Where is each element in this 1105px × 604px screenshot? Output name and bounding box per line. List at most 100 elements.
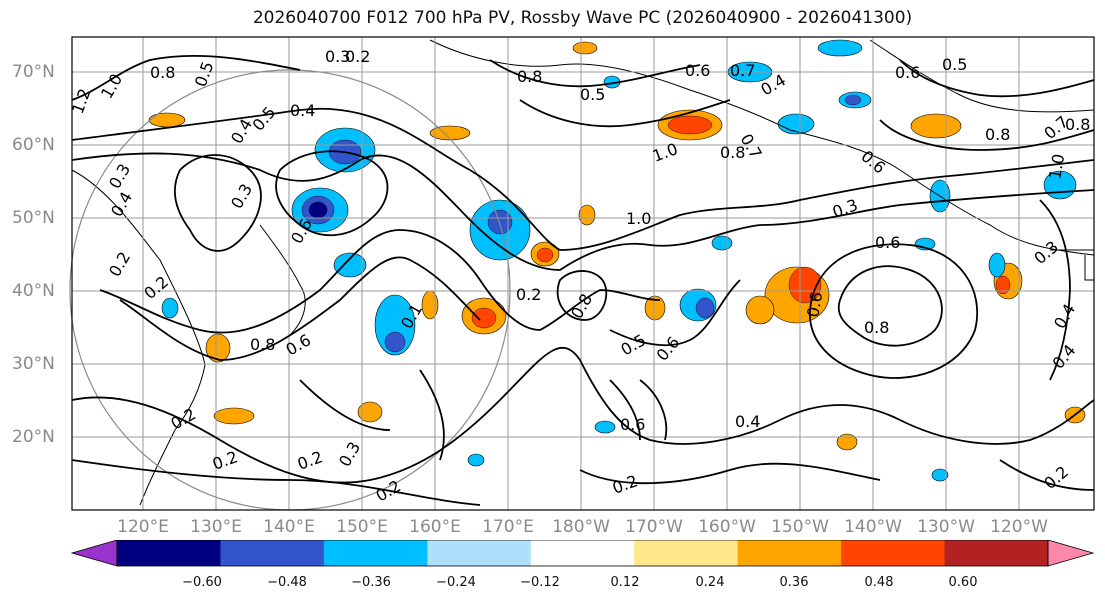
contour-label: 0.6	[803, 290, 826, 318]
anomaly-patch	[695, 297, 715, 319]
colorbar-tick: −0.24	[436, 575, 476, 590]
contour-label: 1.0	[626, 209, 651, 228]
anomaly-patch	[711, 235, 733, 251]
lon-label: 150°E	[336, 517, 388, 537]
contour-label: 0.8	[517, 67, 542, 86]
anomaly-patch	[836, 433, 858, 451]
anomaly-patch	[148, 112, 186, 128]
colorbar-cell	[220, 540, 325, 566]
colorbar-tick: 0.24	[695, 575, 725, 590]
contour-label: 0.4	[735, 412, 760, 431]
colorbar-tick: −0.48	[267, 575, 307, 590]
colorbar-extend-right	[1047, 540, 1095, 567]
lon-label: 160°E	[409, 517, 461, 537]
colorbar-cell	[841, 540, 946, 566]
colorbar-cell	[323, 540, 428, 566]
anomaly-patch	[308, 201, 328, 219]
pv-contours	[71, 54, 1095, 506]
colorbar-tick: 0.48	[864, 575, 894, 590]
contour-label: 0.8	[250, 335, 275, 354]
lon-label: 170°E	[482, 517, 534, 537]
anomaly-patch	[429, 125, 471, 141]
colorbar-tick: 0.12	[610, 575, 640, 590]
contour-label: 0.5	[580, 85, 605, 104]
lon-label: 170°W	[625, 517, 683, 537]
colorbar-cell	[427, 540, 532, 566]
colorbar-cell	[634, 540, 739, 566]
lon-label: 140°E	[263, 517, 315, 537]
lon-label: 150°W	[771, 517, 829, 537]
lat-label: 30°N	[12, 354, 55, 374]
anomaly-patch	[578, 204, 596, 226]
contour-label: 0.6	[685, 61, 710, 80]
contour-label: 0.6	[895, 63, 920, 82]
lat-label: 40°N	[12, 281, 55, 301]
colorbar-tick: −0.36	[351, 575, 391, 590]
colorbar-cell	[737, 540, 842, 566]
anomaly-patch	[333, 252, 367, 278]
contour-label: 0.7	[730, 61, 755, 80]
anomaly-patch	[471, 307, 497, 329]
lat-label: 60°N	[12, 135, 55, 155]
anomaly-patch	[467, 453, 485, 467]
anomaly-patch	[213, 407, 255, 425]
lon-label: 180°W	[552, 517, 610, 537]
anomaly-patch	[667, 115, 713, 135]
map-title: 2026040700 F012 700 hPa PV, Rossby Wave …	[252, 8, 913, 28]
contour-label: 0.6	[875, 233, 900, 252]
colorbar-frame	[116, 540, 1049, 567]
anomaly-patch	[384, 331, 406, 353]
anomaly-patch	[161, 297, 179, 319]
contour-label: 1.0	[1045, 152, 1068, 180]
contour-label: 0.8	[864, 318, 889, 337]
lat-label: 70°N	[12, 62, 55, 82]
contour-label: 0.2	[345, 47, 370, 66]
contour-label: 0.2	[516, 285, 541, 304]
anomaly-patch	[205, 333, 231, 363]
anomaly-patch	[536, 247, 554, 263]
anomaly-patch	[357, 401, 383, 423]
anomaly-patch	[988, 252, 1006, 278]
colorbar-tick: 0.60	[948, 575, 978, 590]
anomaly-patch	[745, 295, 775, 325]
anomaly-patch	[572, 41, 598, 55]
lon-label: 160°W	[698, 517, 756, 537]
lon-label: 120°W	[990, 517, 1048, 537]
anomaly-patch	[910, 113, 962, 139]
anomaly-patch	[817, 39, 863, 57]
colorbar	[70, 540, 1095, 567]
graticule	[72, 37, 1094, 510]
lon-label: 140°W	[844, 517, 902, 537]
lon-label: 120°E	[117, 517, 169, 537]
colorbar-extend-left	[70, 540, 118, 567]
anomaly-patch	[995, 275, 1011, 295]
colorbar-tick: −0.12	[520, 575, 560, 590]
colorbar-cell	[117, 540, 221, 566]
colorbar-cell	[944, 540, 1049, 566]
contour-label: 0.8	[150, 63, 175, 82]
anomaly-patch	[644, 295, 666, 321]
colorbar-tick: −0.60	[182, 575, 222, 590]
anomaly-patch	[594, 420, 616, 434]
coastlines	[71, 39, 1095, 506]
lat-label: 20°N	[12, 427, 55, 447]
lon-label: 130°W	[917, 517, 975, 537]
contour-label: 0.4	[290, 101, 315, 120]
contour-label: 0.6	[620, 415, 645, 434]
lat-label: 50°N	[12, 208, 55, 228]
contour-label: 0.5	[942, 55, 967, 74]
anomaly-patch	[931, 468, 949, 482]
anomaly-patch	[421, 290, 439, 320]
colorbar-cells	[117, 540, 1049, 566]
anomaly-patch	[844, 94, 862, 106]
contour-label: 0.3	[325, 47, 350, 66]
lon-label: 130°E	[190, 517, 242, 537]
colorbar-tick: 0.36	[779, 575, 809, 590]
contour-label: 0.8	[985, 125, 1010, 144]
contour-label: 0.8	[720, 143, 745, 162]
contour-label: 0.8	[1065, 115, 1090, 134]
colorbar-cell	[530, 540, 635, 566]
anomaly-patch	[487, 209, 513, 235]
map-frame	[71, 36, 1095, 511]
